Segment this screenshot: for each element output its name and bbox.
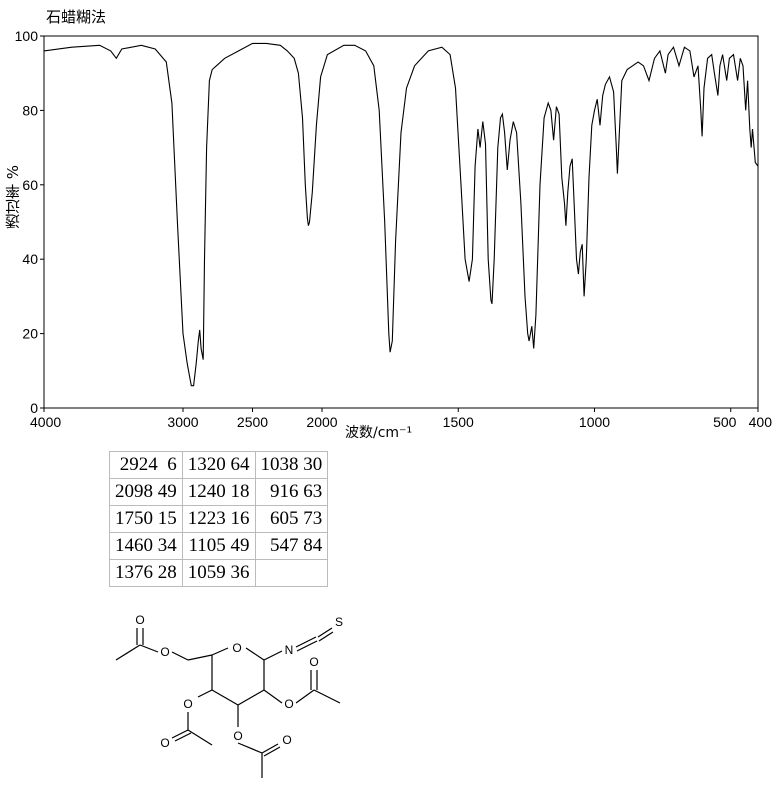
- method-title: 石蜡糊法: [46, 8, 107, 26]
- peak-cell: 1059 36: [181, 559, 256, 587]
- peak-cell: 1223 16: [181, 505, 256, 533]
- plot-frame: [43, 35, 759, 409]
- x-tick-label: 2000: [306, 414, 337, 430]
- y-tick-label: 60: [22, 177, 38, 193]
- table-row: 1750 15 1223 16 605 73: [109, 505, 329, 533]
- table-row: 1460 34 1105 49 547 84: [109, 532, 329, 560]
- table-row: 1376 28 1059 36: [109, 559, 329, 587]
- table-row: 2924 6 1320 64 1038 30: [109, 451, 329, 479]
- x-tick-label: 400: [749, 414, 773, 430]
- atom-label: O: [135, 613, 144, 627]
- y-tick-label: 20: [22, 326, 38, 342]
- peak-cell: 2924 6: [109, 451, 183, 479]
- x-tick-label: 1500: [443, 414, 474, 430]
- peak-table: 2924 6 1320 64 1038 30 2098 49 1240 18 9…: [109, 451, 329, 587]
- atom-label: O: [309, 655, 318, 669]
- x-tick-label: 1000: [579, 414, 610, 430]
- atom-label: O: [160, 736, 169, 750]
- table-row: 2098 49 1240 18 916 63: [109, 478, 329, 506]
- y-tick-label: 0: [30, 400, 38, 416]
- peak-cell: 1038 30: [254, 451, 329, 479]
- x-tick-label: 3000: [167, 414, 198, 430]
- atom-label: N: [285, 643, 294, 657]
- peak-cell: 1750 15: [109, 505, 183, 533]
- y-tick-label: 80: [22, 102, 38, 118]
- structure-atom-labels: O O O O O O O O O N S: [135, 613, 343, 750]
- peak-cell: 2098 49: [109, 478, 183, 506]
- atom-label: O: [232, 641, 241, 655]
- peak-cell: [254, 559, 329, 587]
- peak-cell: 1376 28: [109, 559, 183, 587]
- x-ticks: 4000 3000 2500 2000 1500 1000 500 400: [30, 408, 772, 430]
- peak-cell: 547 84: [254, 532, 329, 560]
- atom-label: S: [335, 615, 343, 629]
- peak-cell: 916 63: [254, 478, 329, 506]
- x-tick-label: 500: [713, 414, 737, 430]
- molecular-structure: O O O O O O O O O N S: [115, 613, 343, 778]
- x-tick-label: 4000: [30, 414, 61, 430]
- atom-label: O: [233, 729, 242, 743]
- peak-cell: 605 73: [254, 505, 329, 533]
- atom-label: O: [160, 645, 169, 659]
- spectrum-line: [43, 42, 759, 387]
- y-tick-label: 40: [22, 251, 38, 267]
- atom-label: O: [282, 733, 291, 747]
- peak-cell: 1105 49: [181, 532, 256, 560]
- y-ticks: 0 20 40 60 80 100: [15, 28, 44, 416]
- peak-cell: 1320 64: [181, 451, 256, 479]
- structure-bonds: [115, 627, 341, 778]
- x-tick-label: 2500: [237, 414, 268, 430]
- y-tick-label: 100: [15, 28, 39, 44]
- atom-label: O: [183, 697, 192, 711]
- x-axis-label: 波数/cm⁻¹: [345, 425, 412, 440]
- atom-label: O: [284, 697, 293, 711]
- ir-spectrum-chart: 0 20 40 60 80 100 4000 3000 2500 2000 1500 1000 500…: [15, 28, 773, 440]
- peak-cell: 1460 34: [109, 532, 183, 560]
- peak-cell: 1240 18: [181, 478, 256, 506]
